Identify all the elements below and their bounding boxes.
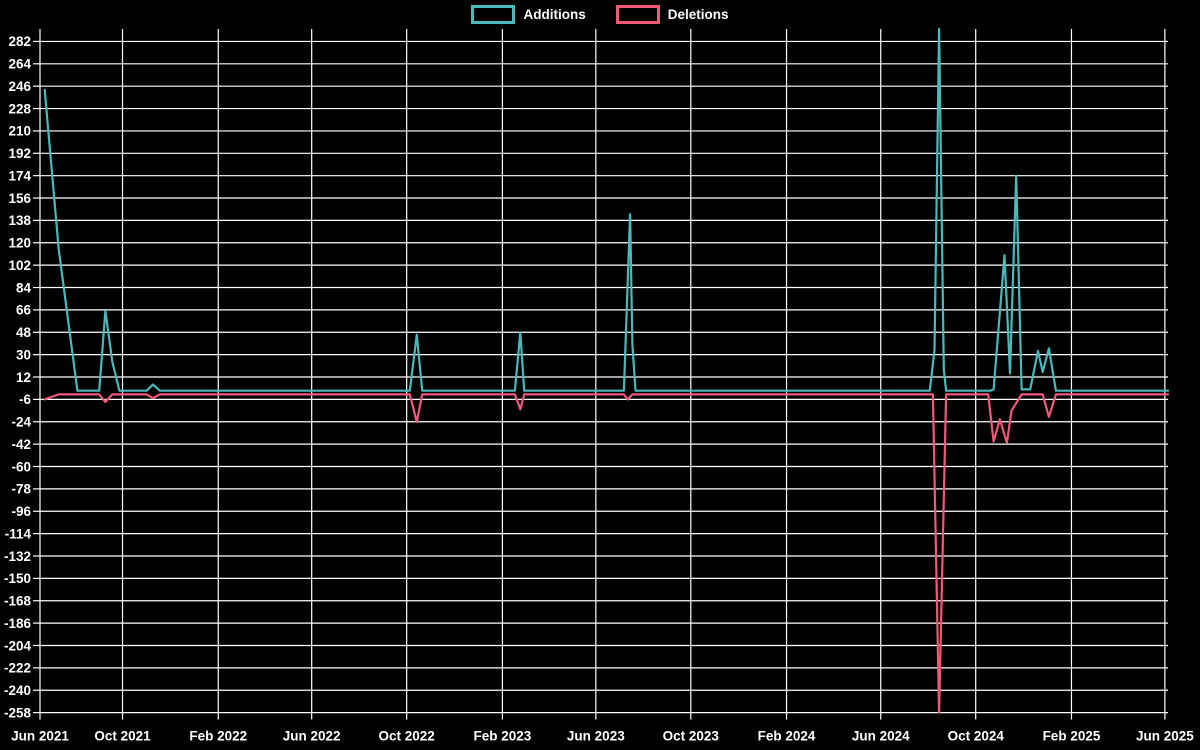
y-tick-label: -204 xyxy=(4,638,32,653)
y-tick-label: -258 xyxy=(4,705,32,720)
y-tick-label: -114 xyxy=(5,526,32,541)
x-tick-label: Jun 2021 xyxy=(11,729,69,744)
y-tick-label: -186 xyxy=(4,616,32,631)
x-tick-label: Feb 2023 xyxy=(474,729,532,744)
y-tick-label: -42 xyxy=(11,437,31,452)
y-tick-label: -150 xyxy=(4,571,31,586)
legend-label-deletions: Deletions xyxy=(667,6,729,22)
y-tick-label: -6 xyxy=(19,392,31,407)
x-tick-label: Oct 2021 xyxy=(94,729,151,744)
legend-label-additions: Additions xyxy=(523,6,586,22)
y-tick-label: 66 xyxy=(16,303,32,318)
legend-item-additions[interactable]: Additions xyxy=(471,5,586,24)
y-tick-label: 228 xyxy=(8,101,31,116)
x-tick-label: Oct 2023 xyxy=(663,729,720,744)
legend-item-deletions[interactable]: Deletions xyxy=(615,5,729,24)
y-tick-label: 210 xyxy=(8,124,31,139)
y-tick-label: 102 xyxy=(8,258,31,273)
x-tick-label: Feb 2022 xyxy=(189,729,247,744)
y-tick-label: -168 xyxy=(4,594,32,609)
y-tick-label: 30 xyxy=(16,347,31,362)
x-tick-label: Jun 2022 xyxy=(283,729,341,744)
y-tick-label: 48 xyxy=(16,325,32,340)
additions-swatch-icon xyxy=(471,5,516,24)
y-tick-label: 156 xyxy=(8,191,31,206)
y-tick-label: -60 xyxy=(11,459,31,474)
y-tick-label: 12 xyxy=(16,370,31,385)
deletions-line[interactable] xyxy=(43,393,1170,714)
y-tick-label: 246 xyxy=(8,79,31,94)
y-tick-label: -24 xyxy=(11,415,31,430)
x-tick-label: Jun 2024 xyxy=(852,729,910,744)
x-tick-label: Feb 2024 xyxy=(758,729,816,744)
x-tick-label: Feb 2025 xyxy=(1043,729,1101,744)
y-tick-label: 174 xyxy=(8,168,31,183)
y-tick-label: -222 xyxy=(4,661,31,676)
y-tick-label: -78 xyxy=(11,482,31,497)
y-tick-label: -96 xyxy=(11,504,31,519)
additions-line[interactable] xyxy=(43,27,1170,392)
deletions-swatch-icon xyxy=(615,5,660,24)
y-tick-label: 138 xyxy=(8,213,31,228)
x-tick-label: Oct 2022 xyxy=(379,729,435,744)
x-tick-label: Oct 2024 xyxy=(948,729,1005,744)
y-tick-label: 264 xyxy=(8,57,31,72)
x-tick-label: Jun 2025 xyxy=(1136,729,1194,744)
y-tick-label: -240 xyxy=(4,683,31,698)
y-tick-label: 192 xyxy=(8,146,31,161)
y-tick-label: 120 xyxy=(8,236,31,251)
chart-legend: Additions Deletions xyxy=(0,5,1200,24)
x-tick-label: Jun 2023 xyxy=(567,729,625,744)
y-tick-label: 282 xyxy=(8,34,31,49)
y-tick-label: 84 xyxy=(16,280,32,295)
y-tick-label: -132 xyxy=(4,549,31,564)
